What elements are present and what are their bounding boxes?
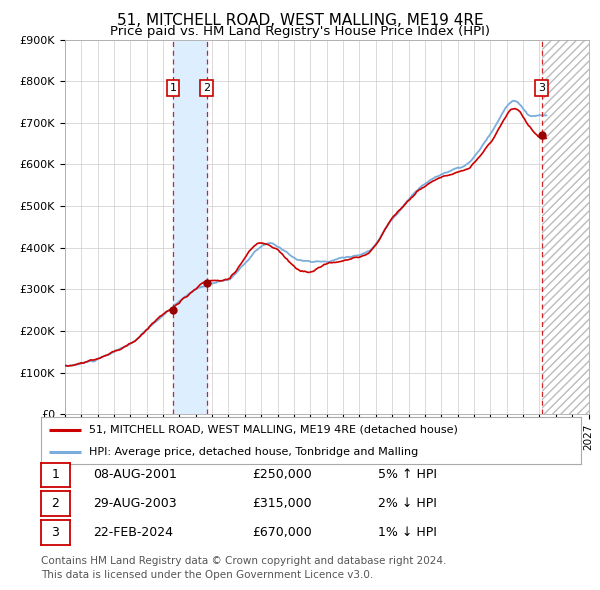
Text: 51, MITCHELL ROAD, WEST MALLING, ME19 4RE: 51, MITCHELL ROAD, WEST MALLING, ME19 4R… [116,13,484,28]
Text: 22-FEB-2024: 22-FEB-2024 [93,526,173,539]
Text: 1: 1 [169,83,176,93]
Text: HPI: Average price, detached house, Tonbridge and Malling: HPI: Average price, detached house, Tonb… [89,447,419,457]
Text: £670,000: £670,000 [252,526,312,539]
Text: 08-AUG-2001: 08-AUG-2001 [93,468,177,481]
Bar [173,40,206,414]
Text: 2: 2 [51,497,59,510]
Text: 51, MITCHELL ROAD, WEST MALLING, ME19 4RE (detached house): 51, MITCHELL ROAD, WEST MALLING, ME19 4R… [89,425,458,435]
Text: Price paid vs. HM Land Registry's House Price Index (HPI): Price paid vs. HM Land Registry's House … [110,25,490,38]
Bar [542,40,589,414]
Text: 29-AUG-2003: 29-AUG-2003 [93,497,176,510]
Text: 5% ↑ HPI: 5% ↑ HPI [378,468,437,481]
Text: Contains HM Land Registry data © Crown copyright and database right 2024.
This d: Contains HM Land Registry data © Crown c… [41,556,446,580]
Text: 3: 3 [51,526,59,539]
Text: 1% ↓ HPI: 1% ↓ HPI [378,526,437,539]
Bar [542,40,589,414]
Text: £250,000: £250,000 [252,468,312,481]
Text: 3: 3 [538,83,545,93]
Text: £315,000: £315,000 [252,497,311,510]
Text: 2: 2 [203,83,210,93]
Text: 1: 1 [51,468,59,481]
Text: 2% ↓ HPI: 2% ↓ HPI [378,497,437,510]
